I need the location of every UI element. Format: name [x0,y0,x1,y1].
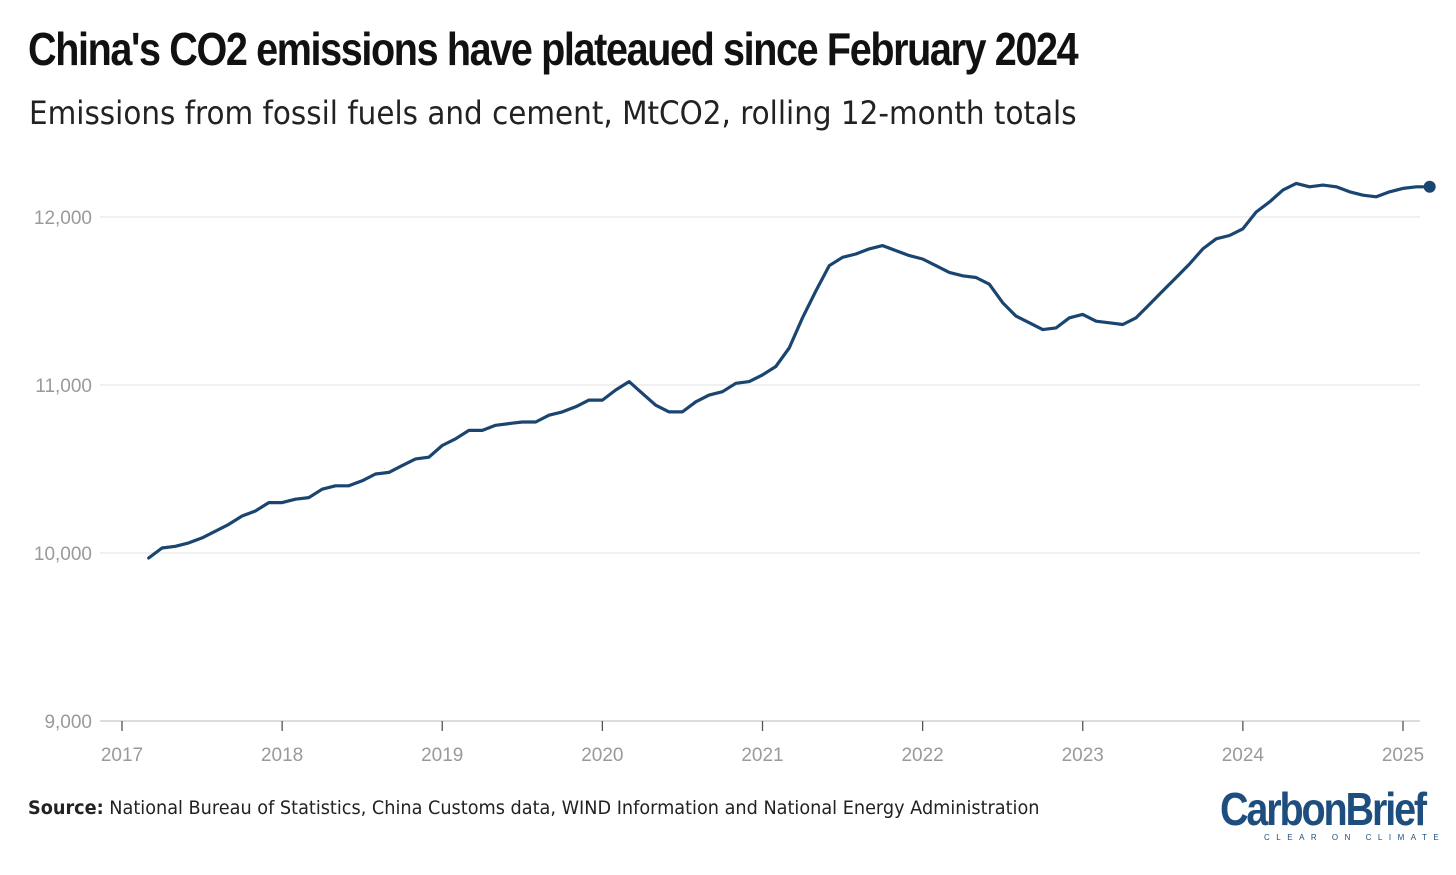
x-tick-label: 2017 [101,745,143,766]
y-tick-label: 10,000 [34,544,92,565]
series-layer [147,180,1436,560]
grid-layer: 9,000 10,000 11,000 12,000 [34,208,1420,733]
source-text: National Bureau of Statistics, China Cus… [103,797,1040,819]
y-tick-label: 11,000 [35,376,92,397]
x-tick-label: 2020 [581,745,623,766]
x-tick-label: 2024 [1222,745,1265,766]
source-label: Source: [28,797,104,819]
x-tick-label: 2025 [1382,745,1424,766]
x-axis: 2017 2018 2019 2020 2021 2022 2023 2024 2025 [100,720,1424,766]
logo-tagline: CLEAR ON CLIMATE [1264,833,1446,842]
y-tick-label: 12,000 [34,208,92,229]
x-tick-label: 2019 [421,745,463,766]
carbonbrief-logo: CarbonBrief CLEAR ON CLIMATE [1220,783,1439,846]
logo-wordmark: CarbonBrief [1220,783,1427,835]
source-note: Source: National Bureau of Statistics, C… [28,797,1039,819]
x-tick-label: 2022 [901,745,943,766]
x-tick-label: 2021 [741,745,783,766]
chart-subtitle: Emissions from fossil fuels and cement, … [29,94,1077,132]
y-tick-label: 9,000 [44,712,92,733]
line-chart: 9,000 10,000 11,000 12,000 2017 2018 2019 2020… [34,180,1436,766]
chart-title: China's CO2 emissions have plateaued sin… [28,23,1079,75]
emissions-series-line [147,181,1432,560]
x-tick-label: 2018 [261,745,303,766]
series-end-marker [1423,180,1436,193]
x-tick-label: 2023 [1062,745,1104,766]
